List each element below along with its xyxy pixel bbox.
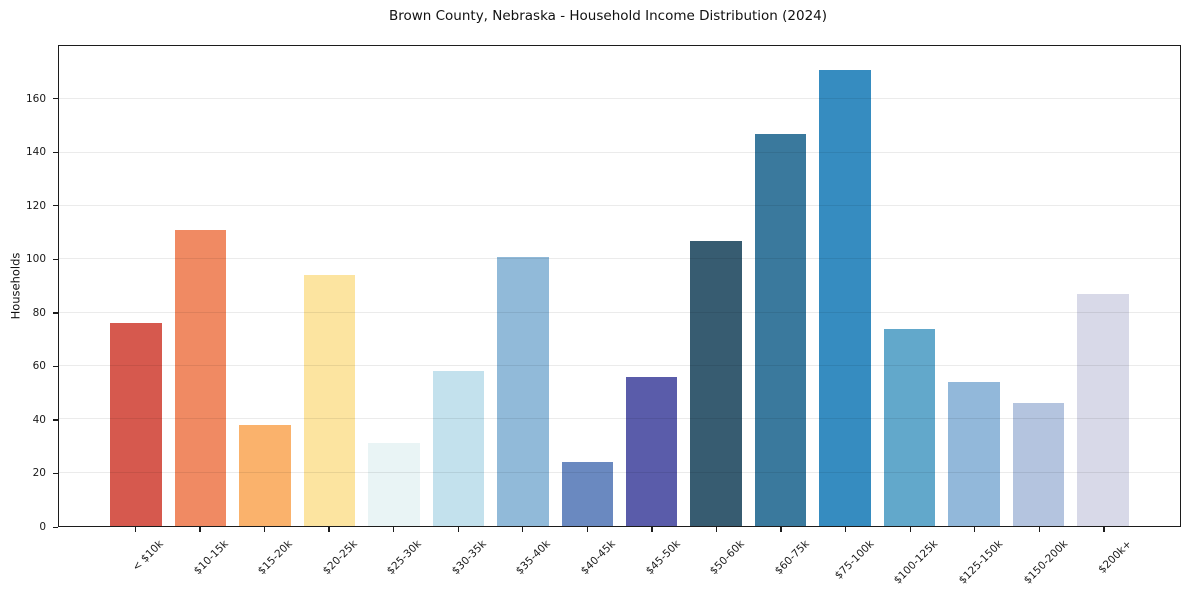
x-tick-mark [522,527,524,532]
y-tick-label: 80 [32,306,46,319]
x-tick-label: < $10k [130,538,166,574]
x-tick-mark [328,527,330,532]
y-tick-label: 0 [39,521,46,533]
x-tick-label: $125-150k [956,538,1006,587]
y-tick-label: 140 [25,146,46,159]
x-tick-mark [651,527,653,532]
bar-slot [620,46,684,526]
y-tick-mark [53,98,58,100]
x-tick-mark [974,527,976,532]
x-tick-label: $50-60k [707,538,747,578]
bar-slot [748,46,812,526]
bar [110,323,162,526]
y-tick-label: 60 [32,360,46,373]
y-tick-mark [53,312,58,314]
x-tick-mark [844,527,847,532]
y-axis-label-container: Households [2,45,28,527]
y-tick-mark [53,472,58,475]
x-tick-mark [263,527,266,532]
plot-area [58,45,1181,527]
x-tick-label: $35-40k [514,538,554,578]
bar-slot [942,46,1006,526]
bar [303,275,356,526]
x-tick-label: $20-25k [320,538,360,578]
x-tick-label: $60-75k [772,538,812,578]
y-tick-label: 40 [32,413,46,426]
bar-slot [168,46,232,526]
y-tick-mark [53,205,58,207]
x-tick-label: $45-50k [643,538,683,578]
bar-slot [233,46,297,526]
bar [819,70,871,526]
bar [561,462,614,526]
x-tick-mark [715,527,718,532]
x-tick-mark [1103,527,1105,532]
bar [174,230,227,526]
bar-slot [813,46,877,526]
x-tick-label: $150-200k [1021,538,1070,587]
bar-slot [684,46,748,526]
y-tick-mark [53,365,58,368]
bar [1077,294,1129,526]
bar-slot [491,46,555,526]
y-tick-mark [53,526,58,528]
bars-container [59,46,1180,526]
y-tick-label: 160 [25,92,46,105]
x-tick-mark [134,527,137,532]
bar [432,371,485,526]
y-tick-mark [53,419,58,421]
bar [948,382,1000,526]
bar [1012,403,1065,526]
y-tick-label: 120 [25,199,46,212]
x-tick-mark [909,527,911,532]
x-tick-mark [780,527,782,532]
bar [883,328,936,526]
bar-slot [426,46,490,526]
x-tick-label: $100-125k [891,538,941,587]
chart-title: Brown County, Nebraska - Household Incom… [388,8,828,24]
bar-slot [362,46,426,526]
x-tick-label: $200k+ [1096,538,1135,576]
bar [497,256,549,526]
bar [754,134,807,526]
bar-slot [1006,46,1070,526]
bar [368,443,420,526]
x-tick-mark [586,527,589,532]
x-tick-mark [199,527,201,532]
x-tick-mark [1038,527,1040,532]
x-tick-mark [393,527,395,532]
x-tick-label: $25-30k [384,538,425,578]
bar-slot [877,46,941,526]
x-tick-label: $30-35k [449,538,489,578]
y-tick-mark [53,151,58,153]
bar [239,424,291,526]
x-tick-label: $15-20k [255,538,295,578]
bar-slot [297,46,361,526]
bar-slot [1071,46,1135,526]
x-tick-label: $75-100k [832,538,876,582]
x-tick-label: $40-45k [578,538,618,578]
bar [625,376,678,526]
y-tick-mark [53,258,58,261]
y-tick-label: 100 [25,253,46,266]
bar-slot [555,46,619,526]
x-tick-label: $10-15k [191,538,231,578]
y-tick-label: 20 [32,467,46,480]
bar [690,240,742,526]
x-tick-mark [457,527,459,532]
bar-slot [104,46,168,526]
